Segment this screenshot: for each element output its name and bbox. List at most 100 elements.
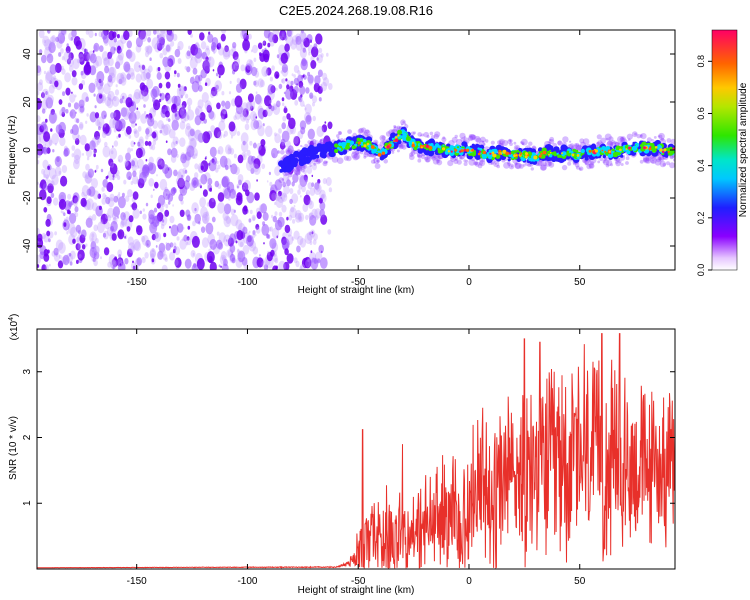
noise-blob xyxy=(192,75,195,79)
noise-blob xyxy=(37,135,41,143)
noise-blob xyxy=(123,61,131,73)
ridge-halo xyxy=(642,155,650,162)
noise-blob xyxy=(122,108,131,120)
noise-blob xyxy=(54,62,62,74)
noise-blob xyxy=(268,171,271,176)
noise-blob xyxy=(190,250,196,258)
ridge-halo xyxy=(605,137,609,141)
ridge-halo xyxy=(463,159,467,163)
noise-blob xyxy=(268,227,272,232)
noise-blob xyxy=(81,185,90,197)
ridge-mid xyxy=(479,147,483,151)
noise-blob xyxy=(281,122,287,130)
noise-blob xyxy=(43,168,50,179)
ridge-halo xyxy=(604,133,612,141)
noise-blob xyxy=(319,189,326,200)
noise-blob xyxy=(250,168,255,174)
noise-blob xyxy=(305,192,308,195)
noise-blob xyxy=(43,70,47,75)
noise-blob xyxy=(249,60,253,65)
noise-blob xyxy=(145,128,150,135)
ridge-core xyxy=(537,147,543,153)
noise-blob xyxy=(85,96,89,102)
noise-blob xyxy=(251,66,258,77)
noise-blob xyxy=(278,83,283,90)
noise-blob xyxy=(293,74,296,78)
ridge-halo xyxy=(370,159,376,164)
noise-blob xyxy=(101,51,109,62)
noise-blob xyxy=(291,236,295,241)
noise-blob xyxy=(71,30,77,38)
ridge-halo xyxy=(669,162,675,169)
ridge-halo xyxy=(311,140,315,143)
ridge-halo xyxy=(574,144,582,151)
ridge-peak xyxy=(366,142,370,146)
noise-blob xyxy=(241,30,248,38)
ridge-halo xyxy=(475,137,482,143)
noise-blob xyxy=(109,147,118,160)
ridge-peak xyxy=(482,151,486,155)
noise-blob xyxy=(188,45,191,50)
ridge-peak xyxy=(588,149,592,153)
noise-blob xyxy=(303,168,307,175)
ridge-halo xyxy=(536,160,543,167)
ridge-halo xyxy=(482,143,486,146)
noise-blob xyxy=(280,52,288,64)
noise-blob xyxy=(71,76,78,86)
noise-blob xyxy=(310,257,319,270)
ridge-halo xyxy=(626,133,633,140)
noise-blob xyxy=(94,32,97,37)
noise-blob xyxy=(224,100,231,110)
noise-blob xyxy=(316,185,321,192)
noise-blob xyxy=(113,216,117,221)
snr-y-scale: (x104) xyxy=(8,314,20,341)
noise-blob xyxy=(138,65,141,68)
noise-blob xyxy=(294,99,299,106)
noise-blob xyxy=(220,265,222,268)
noise-blob xyxy=(177,45,181,51)
noise-blob xyxy=(179,137,186,147)
noise-blob xyxy=(78,254,82,259)
noise-blob xyxy=(282,173,290,184)
noise-blob xyxy=(186,115,190,120)
noise-blob xyxy=(177,58,182,64)
ridge-halo xyxy=(459,156,462,160)
ridge-halo xyxy=(454,156,459,161)
noise-blob xyxy=(194,163,199,170)
ridge-halo xyxy=(351,152,358,159)
ridge-mid xyxy=(514,150,517,153)
noise-blob xyxy=(264,145,267,149)
noise-blob xyxy=(278,260,286,270)
noise-blob xyxy=(295,35,302,45)
ridge-mid xyxy=(355,141,359,144)
noise-blob xyxy=(217,42,222,48)
ridge-peak xyxy=(386,145,390,149)
noise-blob xyxy=(74,211,76,215)
noise-blob xyxy=(249,161,255,170)
noise-blob xyxy=(197,132,205,143)
ridge-halo xyxy=(582,138,590,145)
noise-blob xyxy=(151,258,155,263)
noise-blob xyxy=(200,174,208,185)
noise-blob xyxy=(191,80,200,93)
noise-blob xyxy=(204,216,208,221)
noise-blob xyxy=(228,196,231,201)
ridge-peak xyxy=(608,150,611,153)
ridge-core xyxy=(290,160,296,166)
ridge-halo xyxy=(658,134,663,139)
ridge-halo xyxy=(603,159,610,166)
noise-blob xyxy=(280,196,283,200)
ridge-halo xyxy=(646,137,652,143)
noise-blob xyxy=(217,164,221,170)
noise-blob xyxy=(228,121,236,132)
heatmap-y-tick-label: 20 xyxy=(22,96,33,108)
ridge-halo xyxy=(547,141,550,144)
noise-blob xyxy=(269,226,274,232)
noise-blob xyxy=(194,129,201,140)
noise-blob xyxy=(133,61,141,73)
noise-blob xyxy=(223,130,228,137)
ridge-halo xyxy=(469,134,476,141)
noise-blob xyxy=(179,121,186,130)
noise-blob xyxy=(187,225,191,230)
noise-blob xyxy=(198,85,203,92)
